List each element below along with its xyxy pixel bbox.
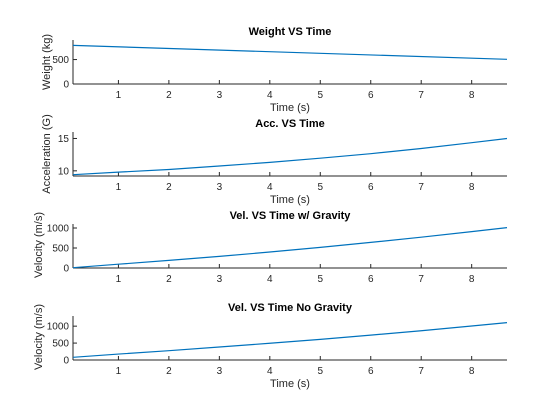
x-tick-label: 1 — [116, 366, 122, 377]
x-tick-label: 7 — [418, 182, 424, 193]
x-tick-label: 5 — [317, 274, 323, 285]
chart-title: Weight VS Time — [249, 26, 332, 38]
x-tick-label: 4 — [267, 90, 273, 101]
x-tick-label: 5 — [317, 366, 323, 377]
weight-vs-time-plot: Weight VS Time Weight (kg) Time (s) 1 2 3 4… — [41, 26, 508, 114]
x-tick-label: 2 — [166, 366, 172, 377]
x-tick-label: 7 — [418, 366, 424, 377]
x-tick-label: 2 — [166, 90, 172, 101]
y-axis-label: Velocity (m/s) — [33, 304, 45, 370]
y-tick-label: 1000 — [47, 224, 70, 235]
x-tick-label: 4 — [267, 274, 273, 285]
x-tick-label: 3 — [217, 366, 223, 377]
x-tick-label: 4 — [267, 182, 273, 193]
y-tick-label: 0 — [63, 356, 69, 367]
y-axis-label: Acceleration (G) — [41, 114, 53, 193]
x-axis-label: Time (s) — [270, 102, 310, 114]
x-axis-label: Time (s) — [270, 378, 310, 390]
chart-title: Acc. VS Time — [255, 118, 325, 130]
y-tick-label: 1000 — [47, 322, 70, 333]
x-tick-label: 3 — [217, 274, 223, 285]
y-tick-label: 500 — [52, 244, 69, 255]
x-tick-label: 3 — [217, 182, 223, 193]
y-axis-label: Velocity (m/s) — [33, 212, 45, 278]
x-tick-label: 7 — [418, 274, 424, 285]
chart-title: Vel. VS Time w/ Gravity — [230, 210, 352, 222]
x-tick-label: 5 — [317, 182, 323, 193]
series-line — [72, 322, 508, 358]
x-tick-label: 6 — [368, 90, 374, 101]
series-line — [72, 227, 508, 269]
x-tick-label: 8 — [469, 182, 475, 193]
series-line — [72, 44, 508, 60]
velocity-with-gravity-plot: Vel. VS Time w/ Gravity Velocity (m/s) 1… — [33, 210, 508, 285]
chart-title: Vel. VS Time No Gravity — [228, 302, 353, 314]
y-tick-label: 15 — [58, 134, 70, 145]
x-tick-label: 2 — [166, 274, 172, 285]
series-line — [72, 137, 508, 176]
x-tick-label: 8 — [469, 90, 475, 101]
y-tick-label: 10 — [58, 166, 70, 177]
x-tick-label: 7 — [418, 90, 424, 101]
x-tick-label: 3 — [217, 90, 223, 101]
x-tick-label: 1 — [116, 182, 122, 193]
x-tick-label: 2 — [166, 182, 172, 193]
acceleration-vs-time-plot: Acc. VS Time Acceleration (G) Time (s) 1… — [41, 114, 508, 206]
x-tick-label: 6 — [368, 274, 374, 285]
y-axis-label: Weight (kg) — [41, 34, 53, 90]
y-tick-label: 500 — [52, 55, 69, 66]
x-tick-label: 5 — [317, 90, 323, 101]
x-tick-label: 1 — [116, 274, 122, 285]
x-tick-label: 8 — [469, 274, 475, 285]
x-tick-label: 6 — [368, 366, 374, 377]
x-tick-label: 4 — [267, 366, 273, 377]
x-axis-label: Time (s) — [270, 194, 310, 206]
x-tick-label: 1 — [116, 90, 122, 101]
y-tick-label: 0 — [63, 264, 69, 275]
x-tick-label: 6 — [368, 182, 374, 193]
x-tick-label: 8 — [469, 366, 475, 377]
y-tick-label: 0 — [63, 80, 69, 91]
y-tick-label: 500 — [52, 339, 69, 350]
velocity-no-gravity-plot: Vel. VS Time No Gravity Velocity (m/s) T… — [33, 302, 508, 390]
